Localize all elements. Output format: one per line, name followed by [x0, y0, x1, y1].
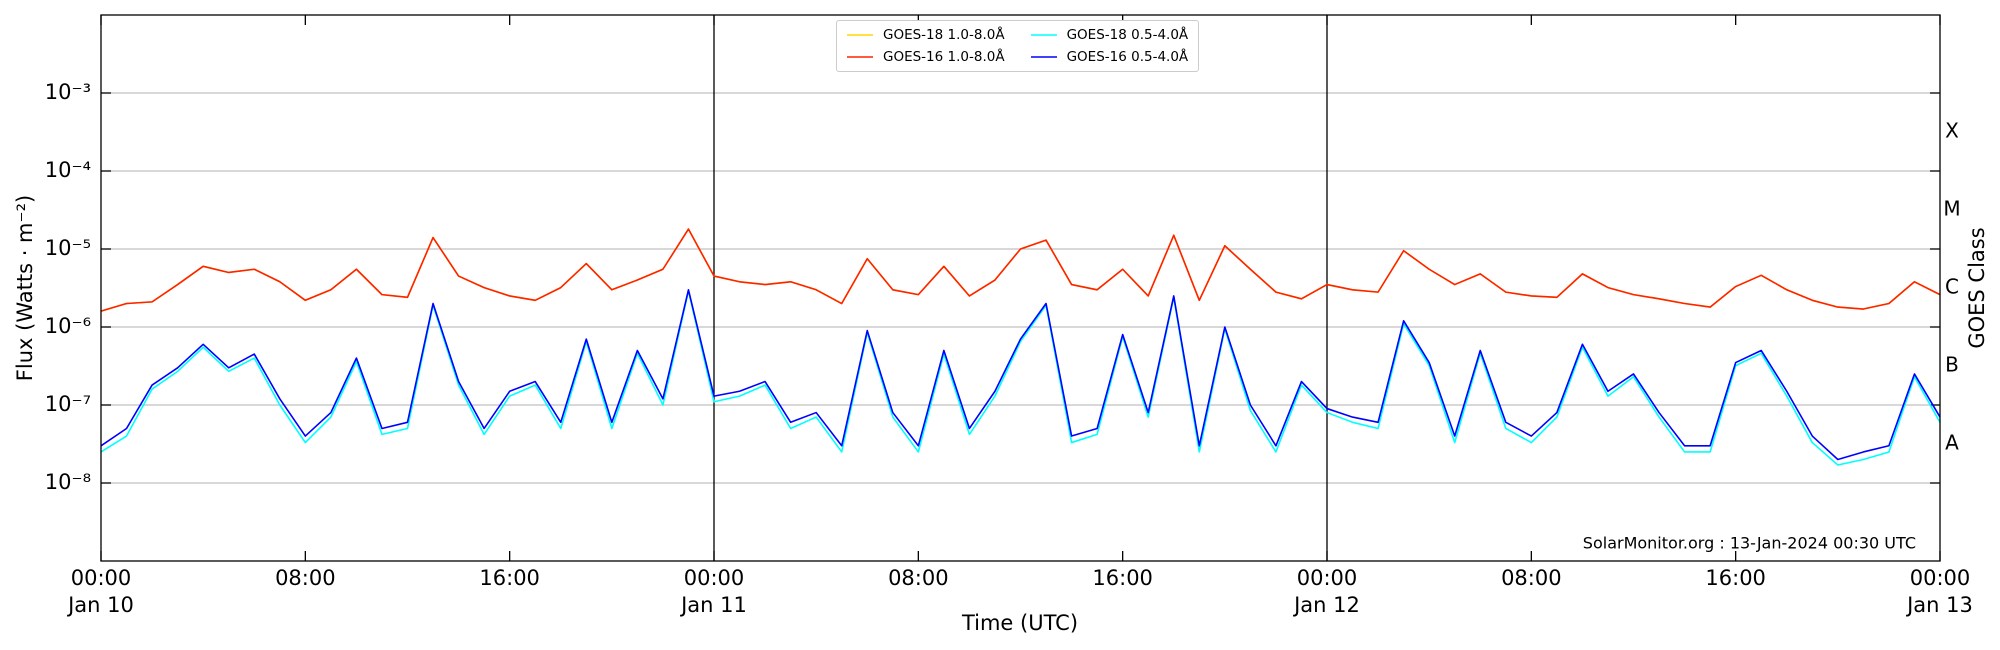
- y-tick-label: 10⁻⁵: [45, 236, 91, 260]
- y2-tick-label: B: [1945, 353, 1959, 377]
- y-axis-label: Flux (Watts · m⁻²): [13, 195, 37, 381]
- legend-item: GOES-18 0.5-4.0Å: [1030, 25, 1189, 45]
- y2-tick-label: C: [1945, 275, 1959, 299]
- x-tick-label: 08:00: [275, 566, 336, 590]
- y-tick-label: 10⁻³: [45, 80, 91, 104]
- y-tick-label: 10⁻⁷: [45, 392, 91, 416]
- x-tick-label: 08:00: [888, 566, 949, 590]
- legend-swatch: [847, 56, 873, 58]
- y-tick-label: 10⁻⁴: [45, 158, 91, 182]
- x-tick-label: 00:00 Jan 12: [1294, 566, 1360, 617]
- legend-item: GOES-16 0.5-4.0Å: [1030, 47, 1189, 67]
- legend: GOES-18 1.0-8.0Å GOES-16 1.0-8.0Å GOES-18 …: [836, 20, 1200, 72]
- y2-tick-label: A: [1945, 431, 1959, 455]
- y2-tick-label: X: [1945, 119, 1959, 143]
- x-tick-label: 00:00 Jan 10: [68, 566, 134, 617]
- series-line: [100, 228, 1941, 312]
- legend-swatch: [1030, 56, 1057, 58]
- y2-tick-label: M: [1943, 197, 1960, 221]
- legend-label: GOES-18 0.5-4.0Å: [1066, 27, 1189, 43]
- y-tick-label: 10⁻⁶: [45, 314, 91, 338]
- annotation: SolarMonitor.org : 13-Jan-2024 00:30 UTC: [1583, 534, 1916, 553]
- x-tick-label: 00:00 Jan 13: [1907, 566, 1973, 617]
- x-tick-label: 16:00: [1705, 566, 1766, 590]
- x-axis-label: Time (UTC): [961, 611, 1078, 635]
- legend-swatch: [847, 34, 873, 36]
- y-tick-label: 10⁻⁸: [45, 470, 91, 494]
- legend-swatch: [1030, 34, 1057, 36]
- legend-item: GOES-18 1.0-8.0Å: [847, 25, 1005, 45]
- x-tick-label: 16:00: [479, 566, 540, 590]
- series-line: [100, 228, 1941, 312]
- legend-item: GOES-16 1.0-8.0Å: [847, 47, 1005, 67]
- legend-label: GOES-18 1.0-8.0Å: [883, 27, 1005, 43]
- series-line: [100, 288, 1941, 461]
- legend-label: GOES-16 0.5-4.0Å: [1066, 49, 1189, 65]
- plot-frame: [100, 14, 1941, 562]
- x-tick-label: 00:00 Jan 11: [681, 566, 747, 617]
- series-line: [100, 290, 1941, 466]
- x-tick-label: 16:00: [1092, 566, 1153, 590]
- legend-label: GOES-16 1.0-8.0Å: [883, 49, 1005, 65]
- y2-axis-label: GOES Class: [1965, 227, 1989, 348]
- x-tick-label: 08:00: [1501, 566, 1562, 590]
